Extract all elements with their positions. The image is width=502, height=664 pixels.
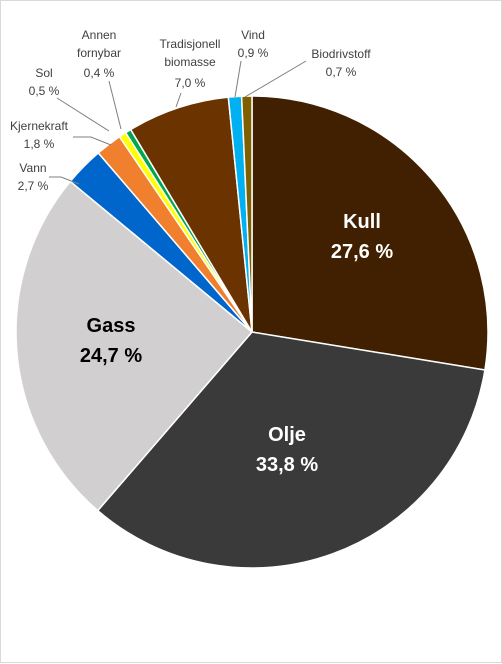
slice-name-annen-fornybar: fornybar: [77, 46, 121, 60]
slice-value-tradisjonell-biomasse: 7,0 %: [175, 76, 206, 90]
slice-value-biodrivstoff: 0,7 %: [326, 65, 357, 79]
slice-value-kull: 27,6 %: [331, 241, 393, 263]
slice-name-kull: Kull: [343, 211, 381, 233]
slice-value-kjernekraft: 1,8 %: [24, 137, 55, 151]
slice-name-gass: Gass: [87, 315, 136, 337]
slice-value-olje: 33,8 %: [256, 454, 318, 476]
slice-value-annen-fornybar: 0,4 %: [84, 66, 115, 80]
pie-slices: [15, 95, 489, 569]
pie-slice-kull: [251, 95, 489, 371]
slice-name-kjernekraft: Kjernekraft: [10, 119, 69, 133]
leader-lines: [49, 60, 307, 185]
leader-line-kjernekraft: [73, 136, 112, 146]
leader-line-vind: [234, 60, 242, 98]
leader-line-tradisjonell-biomasse: [175, 92, 182, 108]
slice-name-tradisjonell-biomasse: Tradisjonell: [160, 37, 221, 51]
slice-name-annen-fornybar: Annen: [82, 28, 117, 42]
pie-slice-olje: [96, 331, 486, 569]
leader-line-vann: [49, 176, 80, 185]
slice-value-vann: 2,7 %: [18, 179, 49, 193]
leader-line-sol: [56, 97, 110, 132]
slice-value-sol: 0,5 %: [29, 84, 60, 98]
leader-line-annen-fornybar: [108, 80, 122, 130]
pie-slice-gass: [15, 180, 254, 512]
slice-value-vind: 0,9 %: [238, 46, 269, 60]
slice-value-gass: 24,7 %: [80, 345, 142, 367]
data-labels: Kull 27,6 % Olje 33,8 % Gass 24,7 % Vann 2,7 % K…: [10, 28, 393, 476]
slice-name-sol: Sol: [35, 66, 52, 80]
leader-line-biodrivstoff: [244, 60, 307, 98]
slice-name-vann: Vann: [19, 161, 46, 175]
pie-slice-tradisjonell-biomasse: [129, 96, 253, 333]
slice-name-biodrivstoff: Biodrivstoff: [311, 47, 371, 61]
slice-name-vind: Vind: [241, 28, 265, 42]
slice-name-tradisjonell-biomasse: biomasse: [164, 55, 216, 69]
slice-name-olje: Olje: [268, 424, 306, 446]
